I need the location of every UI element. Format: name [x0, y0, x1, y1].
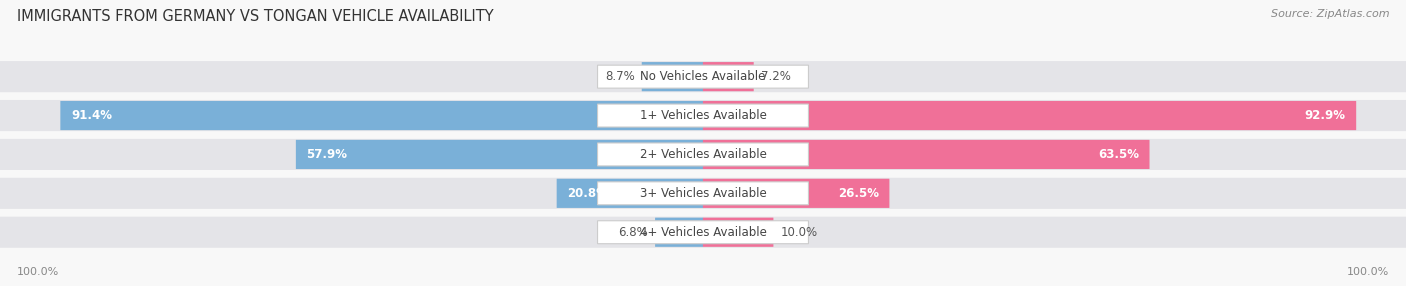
- Text: 7.2%: 7.2%: [761, 70, 790, 83]
- Text: 26.5%: 26.5%: [838, 187, 879, 200]
- Text: 10.0%: 10.0%: [780, 226, 817, 239]
- FancyBboxPatch shape: [0, 100, 1406, 131]
- FancyBboxPatch shape: [598, 182, 808, 205]
- FancyBboxPatch shape: [0, 61, 1406, 92]
- FancyBboxPatch shape: [295, 140, 703, 169]
- FancyBboxPatch shape: [703, 140, 1150, 169]
- Text: 20.8%: 20.8%: [568, 187, 609, 200]
- Text: Source: ZipAtlas.com: Source: ZipAtlas.com: [1271, 9, 1389, 19]
- Text: 92.9%: 92.9%: [1305, 109, 1346, 122]
- Text: 3+ Vehicles Available: 3+ Vehicles Available: [640, 187, 766, 200]
- FancyBboxPatch shape: [598, 143, 808, 166]
- Text: 4+ Vehicles Available: 4+ Vehicles Available: [640, 226, 766, 239]
- Text: 63.5%: 63.5%: [1098, 148, 1139, 161]
- FancyBboxPatch shape: [0, 217, 1406, 248]
- Text: No Vehicles Available: No Vehicles Available: [640, 70, 766, 83]
- Text: 2+ Vehicles Available: 2+ Vehicles Available: [640, 148, 766, 161]
- FancyBboxPatch shape: [703, 101, 1357, 130]
- FancyBboxPatch shape: [703, 179, 890, 208]
- FancyBboxPatch shape: [0, 178, 1406, 209]
- Text: 91.4%: 91.4%: [70, 109, 112, 122]
- FancyBboxPatch shape: [598, 221, 808, 244]
- Text: 100.0%: 100.0%: [17, 267, 59, 277]
- FancyBboxPatch shape: [60, 101, 703, 130]
- FancyBboxPatch shape: [655, 218, 703, 247]
- FancyBboxPatch shape: [0, 139, 1406, 170]
- FancyBboxPatch shape: [703, 218, 773, 247]
- FancyBboxPatch shape: [641, 62, 703, 91]
- Text: 8.7%: 8.7%: [605, 70, 636, 83]
- FancyBboxPatch shape: [598, 104, 808, 127]
- FancyBboxPatch shape: [598, 65, 808, 88]
- FancyBboxPatch shape: [557, 179, 703, 208]
- Text: 100.0%: 100.0%: [1347, 267, 1389, 277]
- Text: 1+ Vehicles Available: 1+ Vehicles Available: [640, 109, 766, 122]
- Text: IMMIGRANTS FROM GERMANY VS TONGAN VEHICLE AVAILABILITY: IMMIGRANTS FROM GERMANY VS TONGAN VEHICL…: [17, 9, 494, 23]
- FancyBboxPatch shape: [703, 62, 754, 91]
- Text: 6.8%: 6.8%: [619, 226, 648, 239]
- Text: 57.9%: 57.9%: [307, 148, 347, 161]
